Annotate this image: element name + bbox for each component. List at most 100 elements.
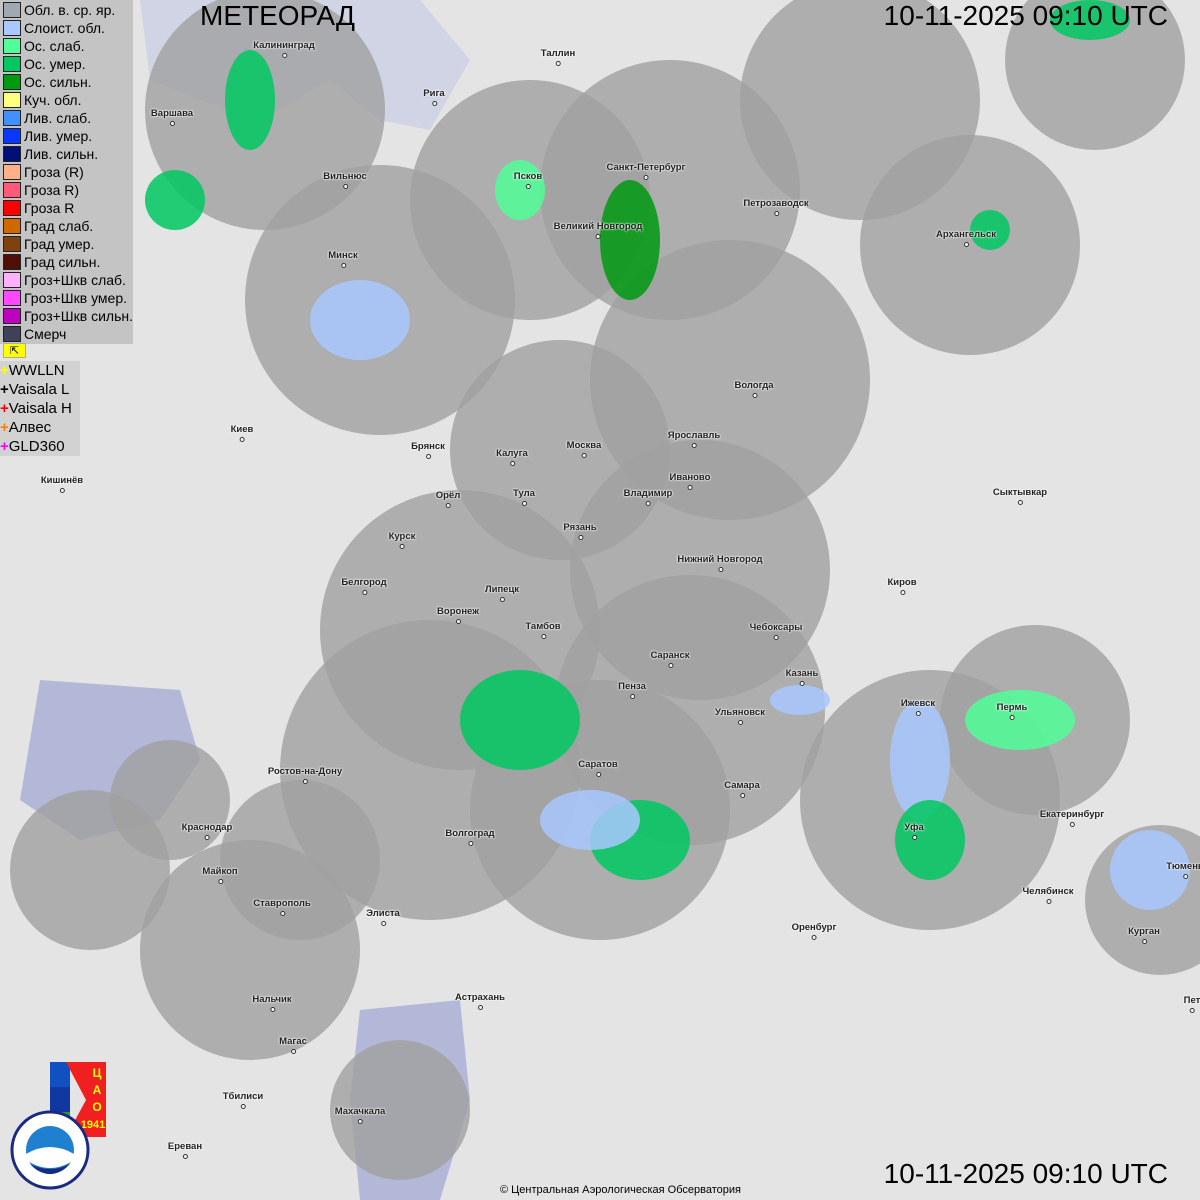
- city-label: Киев: [230, 424, 254, 442]
- legend-label: Гроз+Шкв умер.: [24, 290, 128, 306]
- city-dot-icon: [1183, 874, 1188, 879]
- city-label: Архангельск: [936, 229, 996, 247]
- city-name: Ростов-на-Дону: [267, 766, 343, 777]
- precipitation-echoes: [145, 0, 1190, 910]
- city-label: Ярославль: [667, 430, 721, 448]
- city-dot-icon: [445, 503, 451, 508]
- legend-swatch: [3, 74, 21, 90]
- city-label: Майкоп: [202, 866, 238, 884]
- city-dot-icon: [521, 501, 527, 506]
- city-label: Рязань: [563, 522, 597, 540]
- city-name: Калуга: [496, 448, 528, 459]
- legend-swatch: [3, 290, 21, 306]
- legend-label: Гроза R): [24, 182, 80, 198]
- legend-item: Гроза (R): [0, 163, 133, 181]
- city-label: Казань: [785, 668, 819, 686]
- legend-swatch: [3, 218, 21, 234]
- city-name: Оренбург: [791, 922, 837, 933]
- city-label: Тула: [513, 488, 535, 506]
- precipitation-area: [600, 180, 660, 300]
- city-name: Петрозаводск: [743, 198, 809, 209]
- city-name: Тамбов: [525, 621, 561, 632]
- city-label: Орёл: [435, 490, 461, 508]
- roshydromet-logo: [10, 1110, 90, 1190]
- city-name: Псков: [513, 171, 543, 182]
- city-name: Пермь: [996, 702, 1028, 713]
- radar-coverage-circle: [860, 135, 1080, 355]
- city-dot-icon: [1018, 500, 1023, 505]
- legend-swatch: [3, 146, 21, 162]
- city-label: Калуга: [496, 448, 528, 466]
- legend-swatch: [3, 236, 21, 252]
- city-name: Ярославль: [667, 430, 721, 441]
- legend-label: Град умер.: [24, 236, 95, 252]
- lightning-label: Алвес: [8, 419, 52, 436]
- city-label: Кишинёв: [41, 475, 83, 493]
- precipitation-area: [1050, 0, 1130, 40]
- city-label: Варшава: [150, 108, 194, 126]
- city-name: Астрахань: [455, 992, 505, 1003]
- legend-label: Гроза R: [24, 200, 75, 216]
- city-dot-icon: [302, 779, 308, 784]
- city-name: Владимир: [623, 488, 673, 499]
- legend-item: Слоист. обл.: [0, 19, 133, 37]
- city-name: Махачкала: [334, 1106, 386, 1117]
- city-dot-icon: [280, 911, 285, 916]
- city-label: Псков: [513, 171, 543, 189]
- city-name: Казань: [785, 668, 819, 679]
- legend-item: Гроз+Шкв умер.: [0, 289, 133, 307]
- city-dot-icon: [500, 597, 505, 602]
- city-dot-icon: [1009, 715, 1015, 720]
- copyright: © Центральная Аэрологическая Обсерватори…: [500, 1184, 741, 1196]
- city-name: Киев: [230, 424, 254, 435]
- city-dot-icon: [341, 263, 346, 268]
- city-name: Москва: [566, 440, 602, 451]
- radar-coverage-circle: [330, 1040, 470, 1180]
- city-dot-icon: [752, 393, 757, 398]
- city-label: Ставрополь: [253, 898, 311, 916]
- city-dot-icon: [478, 1005, 483, 1010]
- city-dot-icon: [578, 535, 583, 540]
- city-name: Курск: [388, 531, 416, 542]
- city-dot-icon: [282, 53, 287, 58]
- city-name: Нальчик: [252, 994, 292, 1005]
- city-name: Варшава: [150, 108, 194, 119]
- legend-swatch: [3, 56, 21, 72]
- legend-item: Гроза R: [0, 199, 133, 217]
- precipitation-area: [145, 170, 205, 230]
- city-label: Киров: [887, 577, 917, 595]
- lightning-label: GLD360: [8, 438, 65, 455]
- legend-label: Куч. обл.: [24, 92, 82, 108]
- legend-label: Лив. умер.: [24, 128, 93, 144]
- city-name: Тюмень: [1166, 861, 1200, 872]
- city-name: Сыктывкар: [992, 487, 1048, 498]
- city-label: Краснодар: [182, 822, 232, 840]
- precipitation-area: [540, 790, 640, 850]
- city-dot-icon: [629, 694, 635, 699]
- precipitation-area: [1110, 830, 1190, 910]
- precipitation-area: [770, 685, 830, 715]
- city-name: Самара: [724, 780, 760, 791]
- precipitation-area: [890, 700, 950, 820]
- city-name: Великий Новгород: [553, 221, 643, 232]
- legend-item: Куч. обл.: [0, 91, 133, 109]
- city-dot-icon: [773, 635, 779, 640]
- city-label: Саранск: [650, 650, 690, 668]
- city-label: Элиста: [366, 908, 400, 926]
- city-dot-icon: [911, 835, 917, 840]
- legend-swatch: [3, 38, 21, 54]
- city-dot-icon: [687, 485, 693, 490]
- city-name: Екатеринбург: [1039, 809, 1105, 820]
- city-label: Саратов: [578, 759, 618, 777]
- flag-toggle-button[interactable]: ⇱: [3, 343, 26, 358]
- city-name: Ульяновск: [715, 707, 765, 718]
- legend-swatch: [3, 182, 21, 198]
- city-label: Челябинск: [1022, 886, 1074, 904]
- city-name: Орёл: [435, 490, 461, 501]
- city-dot-icon: [774, 211, 779, 216]
- cross-icon: +: [0, 400, 9, 417]
- city-label: Таллин: [541, 48, 575, 66]
- city-dot-icon: [525, 184, 531, 189]
- precipitation-area: [895, 800, 965, 880]
